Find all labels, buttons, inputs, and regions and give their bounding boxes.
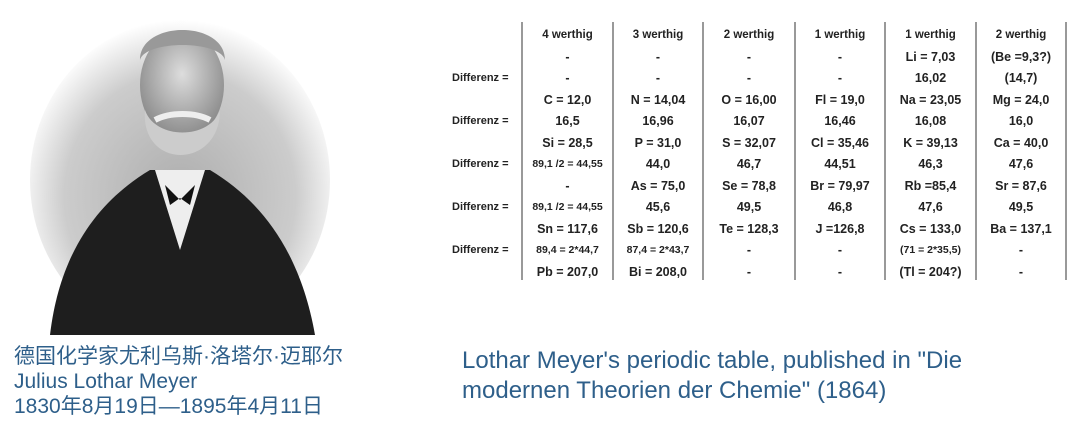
table-cell: -: [1018, 264, 1024, 279]
differenz-label: Differenz =: [452, 158, 509, 170]
table-cell: (14,7): [1004, 71, 1038, 85]
table-cell: 49,5: [1008, 200, 1034, 214]
column-divider: [612, 22, 614, 280]
table-cell: J =126,8: [815, 221, 865, 236]
table-cell: 44,0: [645, 157, 671, 171]
table-cell: Cs = 133,0: [899, 221, 962, 236]
table-cell: Ba = 137,1: [990, 221, 1052, 236]
scientist-name: Julius Lothar Meyer: [14, 370, 198, 393]
table-cell: Na = 23,05: [899, 92, 962, 107]
table-cell: -: [837, 264, 843, 279]
table-cell: 46,8: [827, 200, 853, 214]
table-cell: -: [746, 264, 752, 279]
column-header: 2 werthig: [723, 29, 775, 41]
portrait-caption: 德国化学家尤利乌斯·洛塔尔·迈耶尔 Julius Lothar Meyer 18…: [14, 344, 343, 419]
periodic-table: 4 werthig 3 werthig 2 werthig 1 werthig 1 we…: [440, 20, 1080, 282]
table-cell: Si = 28,5: [542, 135, 593, 150]
table-cell: 16,08: [914, 114, 947, 128]
column-header: 1 werthig: [905, 29, 956, 41]
table-cell: (71 = 2*35,5): [899, 244, 961, 256]
table-cell: S = 32,07: [722, 135, 776, 150]
table-cell: 16,5: [555, 114, 580, 128]
table-cell: 87,4 = 2*43,7: [626, 244, 690, 256]
table-cell: Sn = 117,6: [537, 221, 598, 236]
table-cell: -: [655, 49, 661, 64]
table-cell: 49,5: [736, 200, 762, 214]
table-cell: -: [837, 49, 843, 64]
table-cell: -: [837, 71, 843, 85]
table-cell: Cl = 35,46: [810, 135, 870, 150]
table-cell: -: [565, 178, 570, 193]
table-cell: 89,1 /2 = 44,55: [532, 201, 603, 213]
table-cell: Fl = 19,0: [815, 92, 865, 107]
table-cell: As = 75,0: [630, 178, 686, 193]
table-cell: O = 16,00: [721, 92, 777, 107]
column-header: 4 werthig: [542, 29, 593, 41]
column-divider: [702, 22, 704, 280]
column-divider: [1065, 22, 1067, 280]
table-cell: N = 14,04: [630, 92, 686, 107]
table-cell: 45,6: [645, 200, 671, 214]
life-dates: 1830年8月19日—1895年4月11日: [14, 395, 323, 418]
column-divider: [521, 22, 523, 280]
table-cell: 47,6: [1008, 157, 1034, 171]
table-cell: Rb =85,4: [904, 178, 957, 193]
table-cell: 16,02: [914, 71, 947, 85]
table-cell: (Be =9,3?): [990, 49, 1052, 64]
chinese-name: 德国化学家尤利乌斯·洛塔尔·迈耶尔: [14, 345, 343, 368]
table-cell: Se = 78,8: [722, 178, 776, 193]
table-cell: 89,4 = 2*44,7: [536, 244, 599, 256]
table-cell: Li = 7,03: [905, 49, 956, 64]
table-cell: -: [565, 71, 570, 85]
table-cell: K = 39,13: [903, 135, 958, 150]
table-cell: -: [746, 243, 752, 257]
column-header: 1 werthig: [814, 29, 866, 41]
table-cell: Sr = 87,6: [995, 178, 1047, 193]
table-cell: Bi = 208,0: [628, 264, 688, 279]
table-cell: P = 31,0: [634, 135, 682, 150]
table-caption: Lothar Meyer's periodic table, published…: [462, 347, 963, 404]
table-cell: 44,51: [824, 157, 856, 171]
table-cell: 46,7: [736, 157, 762, 171]
table-cell: -: [837, 243, 843, 257]
table-cell: 89,1 /2 = 44,55: [532, 158, 603, 170]
table-cell: 46,3: [918, 157, 943, 171]
table-cell: Te = 128,3: [719, 221, 779, 236]
table-cell: Ca = 40,0: [993, 135, 1049, 150]
column-divider: [975, 22, 977, 280]
differenz-label: Differenz =: [452, 72, 509, 84]
column-header: 3 werthig: [632, 29, 684, 41]
table-cell: C = 12,0: [543, 92, 592, 107]
portrait-image: [30, 20, 330, 335]
column-divider: [884, 22, 886, 280]
table-cell: 16,0: [1008, 114, 1034, 128]
table-cell: Sb = 120,6: [627, 221, 689, 236]
table-cell: -: [655, 71, 661, 85]
table-cell: Mg = 24,0: [992, 92, 1050, 107]
differenz-label: Differenz =: [452, 115, 509, 127]
table-cell: -: [746, 71, 752, 85]
differenz-label: Differenz =: [452, 244, 509, 256]
differenz-label: Differenz =: [452, 201, 509, 213]
table-cell: (Tl = 204?): [899, 264, 962, 279]
column-header: 2 werthig: [995, 29, 1047, 41]
table-cell: -: [1018, 243, 1024, 257]
table-cell: 47,6: [918, 200, 943, 214]
table-cell: -: [746, 49, 752, 64]
table-cell: 16,96: [642, 114, 674, 128]
table-cell: Br = 79,97: [810, 178, 870, 193]
table-cell: -: [565, 49, 570, 64]
column-divider: [794, 22, 796, 280]
table-cell: 16,46: [824, 114, 856, 128]
table-cell: Pb = 207,0: [536, 264, 599, 279]
table-cell: 16,07: [733, 114, 765, 128]
